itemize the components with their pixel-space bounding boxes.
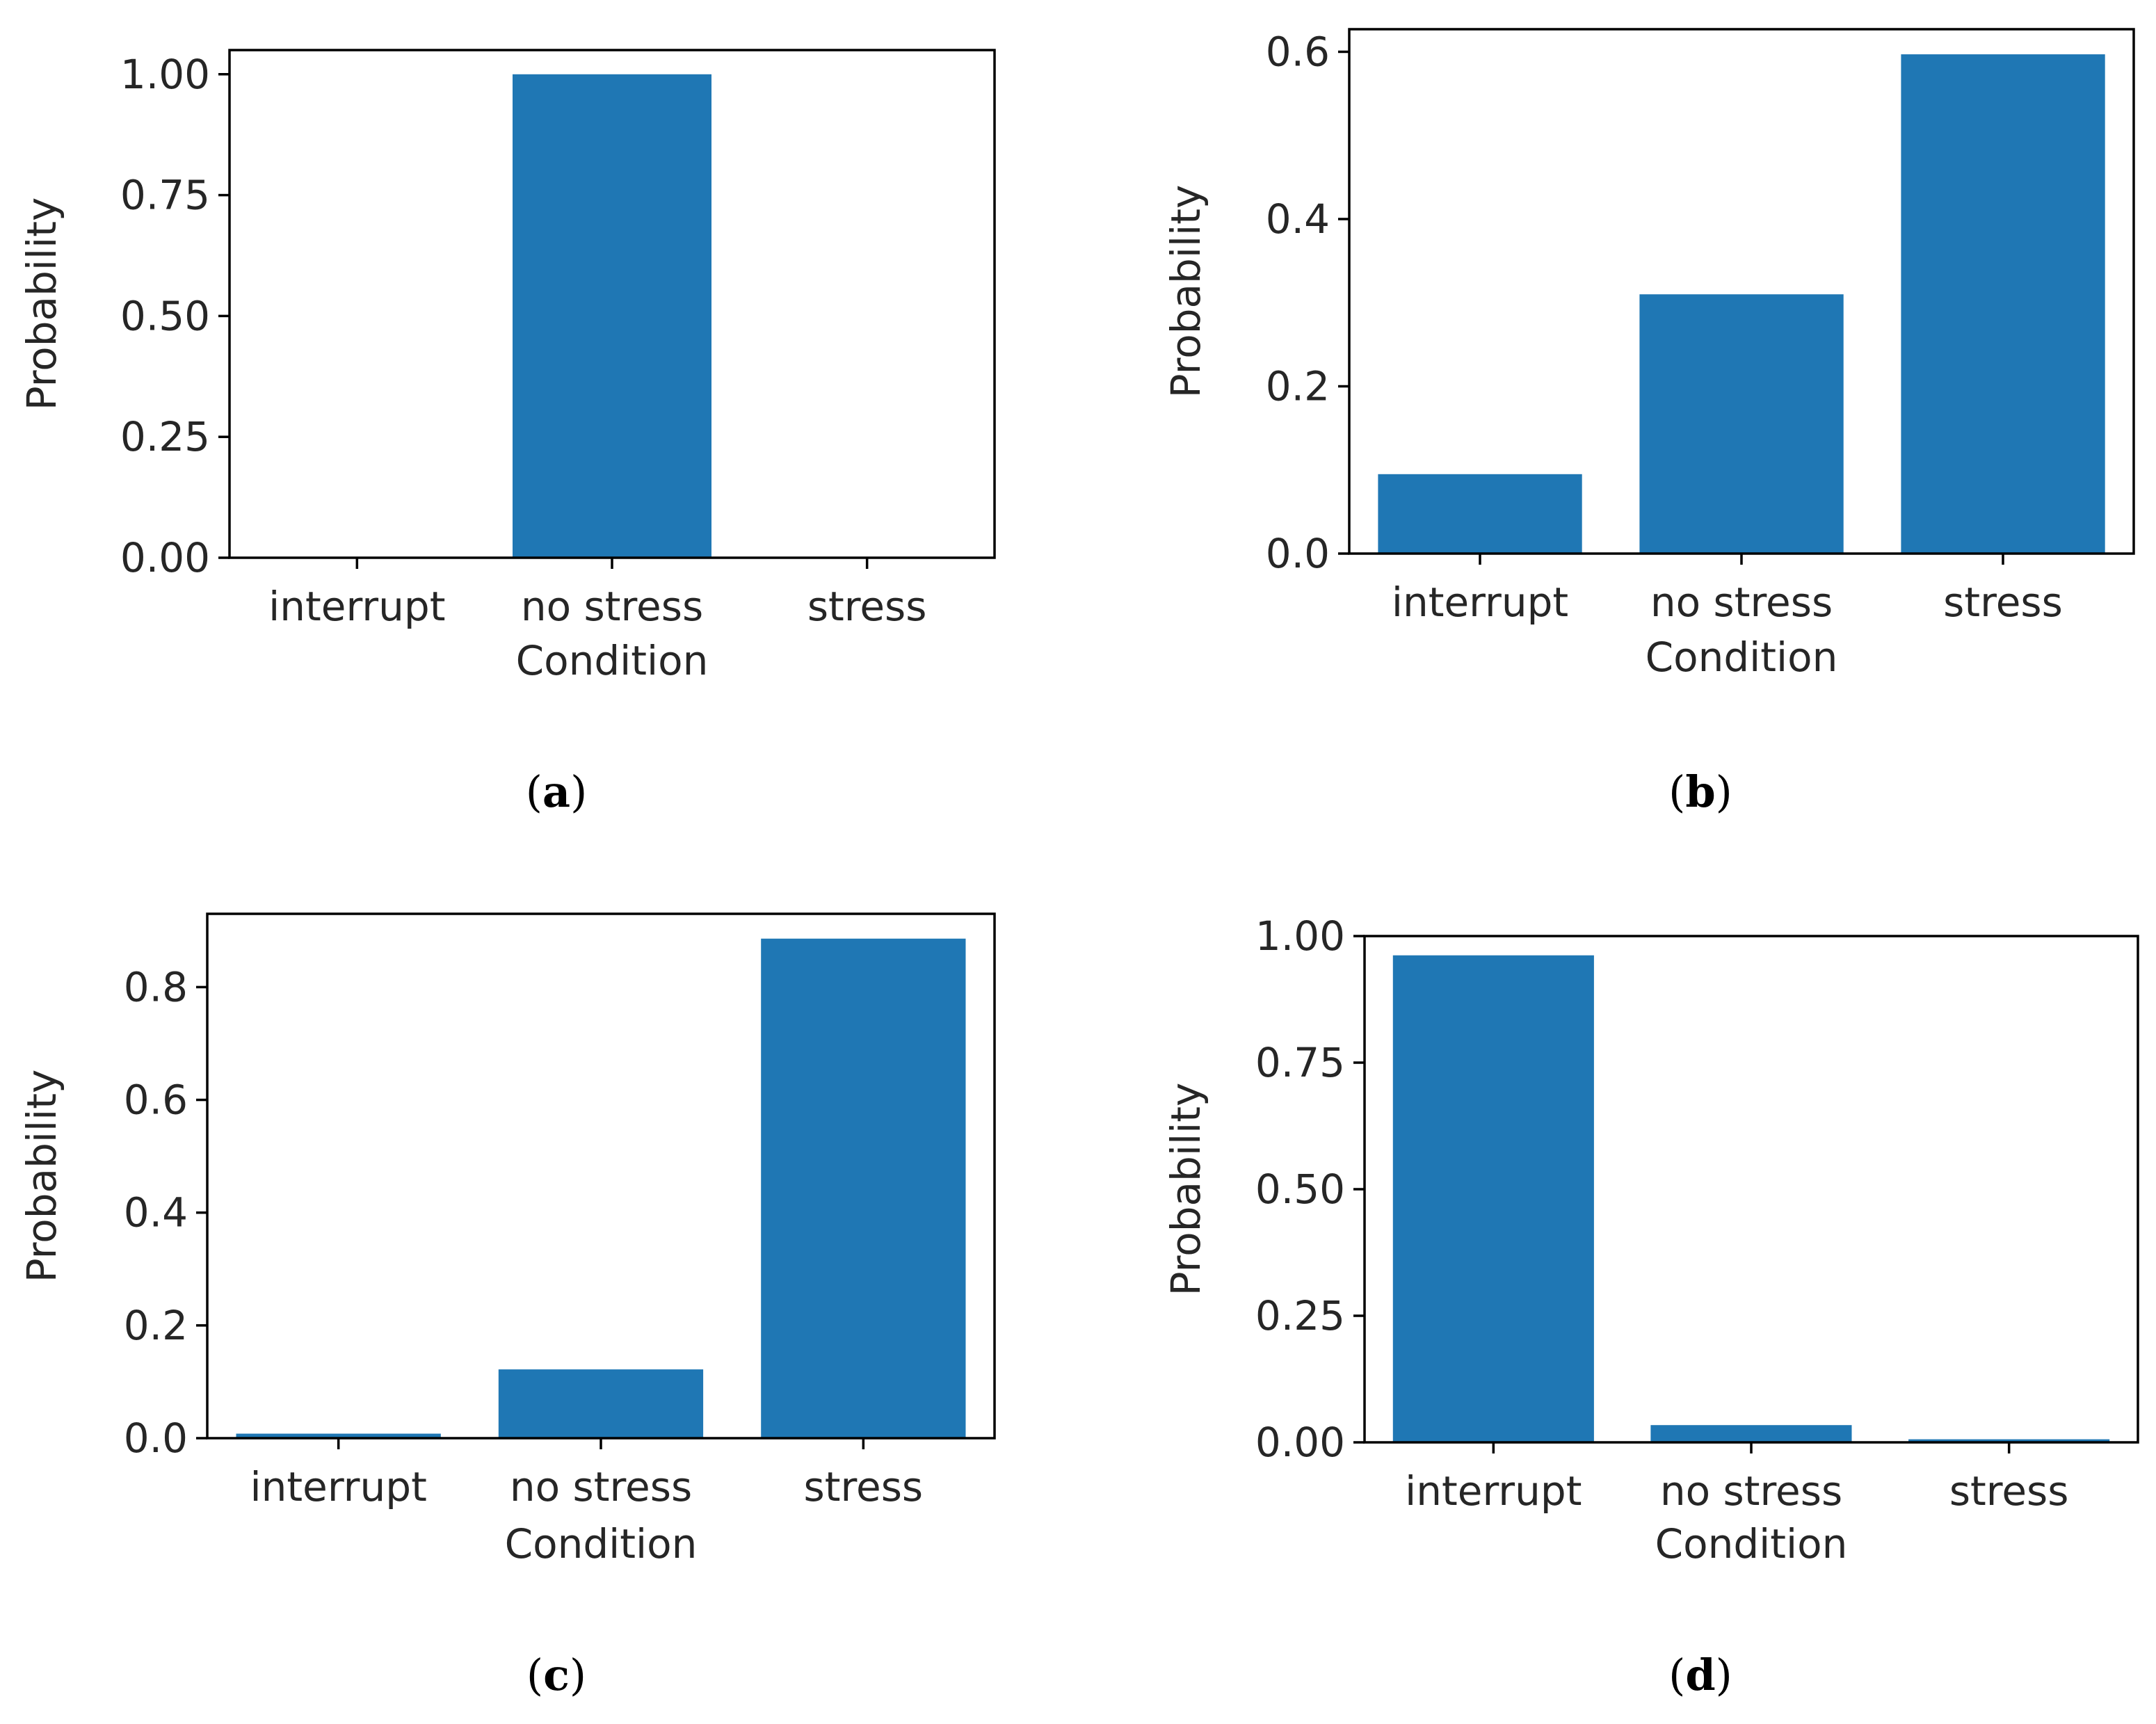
x-tick-label: stress — [1943, 579, 2063, 626]
chart-panel-c: 0.0 0.2 0.4 0.6 0.8 interrupt no stress stress C… — [18, 912, 996, 1700]
y-tick-label: 0.4 — [1266, 195, 1330, 243]
x-tick-label: no stress — [521, 583, 703, 630]
x-tick-label: interrupt — [250, 1463, 427, 1510]
bar-no-stress — [1639, 294, 1844, 554]
x-tick-label: stress — [807, 583, 927, 630]
chart-panel-b: 0.0 0.2 0.4 0.6 interrupt no stress stress Cond… — [1162, 28, 2135, 817]
x-axis-label: Condition — [505, 1520, 698, 1568]
y-tick-label: 0.75 — [1255, 1039, 1345, 1086]
x-axis-label: Condition — [516, 637, 709, 684]
y-tick-label: 0.0 — [1266, 530, 1330, 577]
panel-caption: (c) — [526, 1650, 586, 1700]
y-tick-label: 0.2 — [1266, 362, 1330, 410]
y-tick-label: 1.00 — [120, 51, 210, 98]
x-axis-label: Condition — [1646, 634, 1838, 681]
x-tick-label: stress — [1949, 1467, 2069, 1515]
x-tick-label: no stress — [1660, 1467, 1842, 1515]
y-axis-label: Probability — [18, 1070, 65, 1283]
x-axis-label: Condition — [1655, 1520, 1848, 1568]
x-tick-label: interrupt — [1392, 579, 1568, 626]
y-tick-label: 0.25 — [120, 413, 210, 460]
bar-no-stress — [1650, 1425, 1852, 1442]
y-tick-label: 0.8 — [124, 963, 188, 1010]
bar-interrupt — [236, 1433, 441, 1438]
x-tick-label: no stress — [1650, 579, 1833, 626]
y-axis-label: Probability — [1162, 185, 1209, 398]
chart-panel-d: 0.00 0.25 0.50 0.75 1.00 interrupt no stress st… — [1162, 912, 2139, 1700]
panel-caption: (d) — [1668, 1650, 1732, 1700]
x-tick-label: interrupt — [1405, 1467, 1582, 1515]
x-tick-label: no stress — [510, 1463, 692, 1510]
y-tick-label: 0.50 — [1255, 1166, 1345, 1213]
bar-interrupt — [1378, 474, 1582, 554]
y-tick-label: 0.75 — [120, 172, 210, 219]
y-tick-label: 0.2 — [124, 1302, 188, 1349]
bar-stress — [1901, 54, 2105, 554]
y-axis-label: Probability — [1162, 1083, 1209, 1296]
y-tick-label: 0.6 — [124, 1077, 188, 1124]
x-tick-label: interrupt — [268, 583, 445, 630]
chart-panel-a: 0.00 0.25 0.50 0.75 1.00 interrupt no stress st… — [18, 49, 996, 817]
panel-caption: (b) — [1668, 766, 1732, 817]
y-tick-label: 0.00 — [1255, 1419, 1345, 1466]
y-tick-label: 1.00 — [1255, 912, 1345, 960]
bar-no-stress — [513, 74, 711, 558]
y-tick-label: 0.0 — [124, 1415, 188, 1462]
y-tick-label: 0.25 — [1255, 1292, 1345, 1339]
y-tick-label: 0.6 — [1266, 28, 1330, 75]
y-tick-label: 0.00 — [120, 534, 210, 581]
bar-stress — [761, 938, 966, 1438]
bar-no-stress — [498, 1369, 704, 1438]
y-tick-label: 0.4 — [124, 1189, 188, 1236]
y-axis-label: Probability — [18, 198, 65, 411]
panel-caption: (a) — [526, 766, 588, 817]
bar-stress — [1908, 1439, 2110, 1442]
y-tick-label: 0.50 — [120, 292, 210, 339]
bar-interrupt — [1392, 955, 1594, 1442]
x-tick-label: stress — [804, 1463, 924, 1510]
